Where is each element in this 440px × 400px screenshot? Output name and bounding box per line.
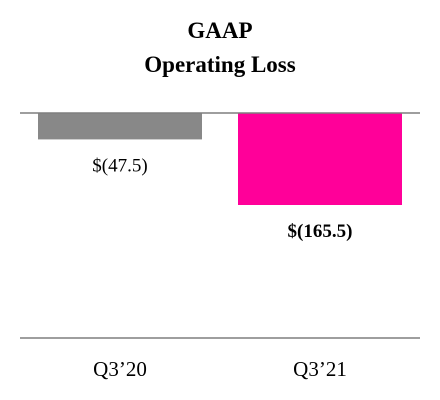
- category-label-2: Q3’21: [293, 357, 347, 381]
- bar-1: [38, 113, 202, 140]
- category-label-1: Q3’20: [93, 357, 147, 381]
- chart-title-line-2: Operating Loss: [144, 52, 296, 77]
- chart-title-line-1: GAAP: [187, 18, 253, 43]
- data-label-1: $(47.5): [92, 155, 147, 176]
- bar-2: [238, 113, 402, 205]
- data-label-2: $(165.5): [288, 221, 353, 242]
